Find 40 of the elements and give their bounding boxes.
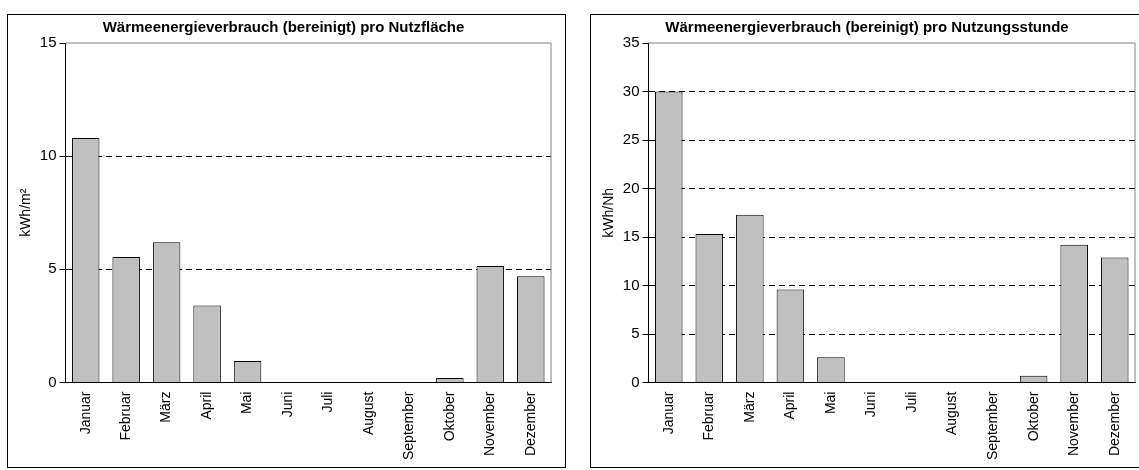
x-tick-label: Dezember — [1105, 391, 1122, 457]
x-tick-label: September — [983, 391, 1000, 460]
x-tick-label: April — [781, 391, 798, 420]
x-tick-label: Juni — [278, 391, 295, 418]
y-tick-label: 10 — [39, 146, 57, 164]
y-tick-label: 5 — [48, 259, 57, 277]
chart-title: Wärmeenergieverbrauch (bereinigt) pro Nutzfläche — [102, 18, 465, 36]
x-tick-label: August — [359, 391, 376, 436]
x-tick-label: Mai — [821, 391, 838, 415]
y-tick-label: 0 — [48, 372, 57, 390]
x-tick-label: November — [1065, 391, 1082, 457]
x-tick-label: Oktober — [1024, 391, 1041, 442]
y-tick-label: 20 — [622, 178, 640, 196]
y-axis-title: kWh/m² — [17, 188, 34, 237]
x-tick-label: Januar — [659, 391, 676, 435]
x-tick-label: März — [157, 391, 174, 423]
x-tick-label: Oktober — [440, 391, 457, 442]
x-tick-label: August — [943, 391, 960, 436]
x-tick-label: Dezember — [521, 391, 538, 457]
y-tick-label: 35 — [622, 33, 640, 51]
x-tick-label: September — [400, 391, 417, 460]
chart-title: Wärmeenergieverbrauch (bereinigt) pro Nutzungsstunde — [665, 18, 1069, 36]
x-tick-label: Februar — [117, 391, 134, 441]
x-tick-label: Februar — [700, 391, 717, 441]
y-tick-label: 30 — [622, 81, 640, 99]
x-tick-label: Mai — [238, 391, 255, 415]
x-tick-label: Januar — [76, 391, 93, 435]
x-tick-label: April — [197, 391, 214, 420]
x-tick-label: Juli — [902, 391, 919, 413]
y-tick-label: 10 — [622, 275, 640, 293]
x-tick-label: März — [740, 391, 757, 423]
x-tick-label: Juli — [319, 391, 336, 413]
y-tick-label: 0 — [631, 372, 640, 390]
y-tick-label: 15 — [622, 227, 640, 245]
y-axis-title: kWh/Nh — [600, 187, 617, 238]
x-tick-label: November — [481, 391, 498, 457]
y-tick-label: 5 — [631, 324, 640, 342]
y-tick-label: 25 — [622, 130, 640, 148]
x-tick-label: Juni — [862, 391, 879, 418]
y-tick-label: 15 — [39, 33, 57, 51]
